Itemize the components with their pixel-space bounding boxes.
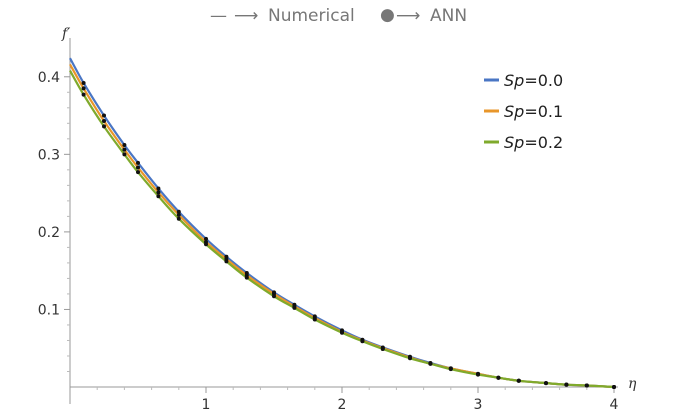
ann-point xyxy=(176,216,181,221)
ann-point xyxy=(81,86,86,91)
x-tick-label: 1 xyxy=(202,397,211,413)
ann-point xyxy=(448,367,453,372)
ann-point xyxy=(272,294,276,299)
ann-point xyxy=(156,194,161,199)
x-tick-label: 3 xyxy=(474,397,483,413)
ann-point xyxy=(292,305,297,310)
ann-point xyxy=(204,242,208,247)
legend-entry-value: =0.1 xyxy=(524,102,563,121)
ann-point xyxy=(476,372,480,377)
ann-point xyxy=(204,236,208,241)
legend-entry-value: =0.0 xyxy=(524,71,563,90)
numerical-legend-label: Numerical xyxy=(268,6,355,26)
ann-legend-arrow: ⟶ xyxy=(396,6,420,26)
ann-dots-group xyxy=(81,80,616,389)
numerical-legend-arrow: ⟶ xyxy=(234,6,258,26)
ann-legend-dot-symbol: ● xyxy=(380,5,395,25)
legend-entry-2: Sp=0.2 xyxy=(504,133,563,152)
ticks-group: 1 2 3 4 0.1 0.2 0.3 0.4 xyxy=(38,70,619,413)
ann-point xyxy=(244,275,249,280)
ann-point xyxy=(544,381,548,386)
ann-legend-label: ANN xyxy=(430,6,467,26)
ann-point xyxy=(496,375,501,380)
ann-point xyxy=(81,92,86,97)
y-tick-label: 0.3 xyxy=(38,147,60,163)
ann-point xyxy=(516,378,521,383)
x-tick-label: 4 xyxy=(610,397,619,413)
legend-entry-1: Sp=0.1 xyxy=(504,102,563,121)
y-tick-label: 0.1 xyxy=(38,302,60,318)
top-legend: — ⟶ Numerical ● ⟶ ANN xyxy=(210,5,467,26)
y-tick-label: 0.4 xyxy=(38,70,60,86)
ann-point xyxy=(584,383,589,388)
ann-point xyxy=(122,143,127,148)
legend-entry-symbol: Sp xyxy=(504,102,524,121)
ann-point xyxy=(102,118,106,123)
ann-point xyxy=(102,113,106,118)
ann-point xyxy=(102,124,106,129)
y-tick-label: 0.2 xyxy=(38,225,60,241)
ann-point xyxy=(428,361,433,366)
y-axis-label: f′ xyxy=(61,26,71,42)
ann-point xyxy=(176,212,181,217)
ann-point xyxy=(156,190,161,195)
legend-entry-value: =0.2 xyxy=(524,133,563,152)
legend-entry-symbol: Sp xyxy=(504,133,524,152)
ann-point xyxy=(122,147,127,152)
ann-point xyxy=(136,160,140,165)
ann-point xyxy=(360,339,365,344)
ann-point xyxy=(612,385,616,389)
ann-point xyxy=(136,165,140,170)
numerical-legend-line-symbol: — xyxy=(210,6,227,26)
ann-point xyxy=(340,330,344,335)
x-tick-label: 2 xyxy=(338,397,347,413)
ann-point xyxy=(176,209,181,214)
ann-point xyxy=(380,346,385,351)
ann-point xyxy=(312,317,317,322)
ann-point xyxy=(408,356,412,361)
ann-point xyxy=(564,382,569,387)
ann-point xyxy=(122,152,127,157)
legend-entry-symbol: Sp xyxy=(504,71,524,90)
ann-point xyxy=(136,170,140,175)
ann-point xyxy=(156,186,161,191)
series-legend: Sp=0.0Sp=0.1Sp=0.2 xyxy=(484,71,563,152)
legend-entry-0: Sp=0.0 xyxy=(504,71,563,90)
ann-point xyxy=(224,259,229,264)
ann-point xyxy=(81,80,86,85)
x-axis-label: η xyxy=(628,376,637,392)
